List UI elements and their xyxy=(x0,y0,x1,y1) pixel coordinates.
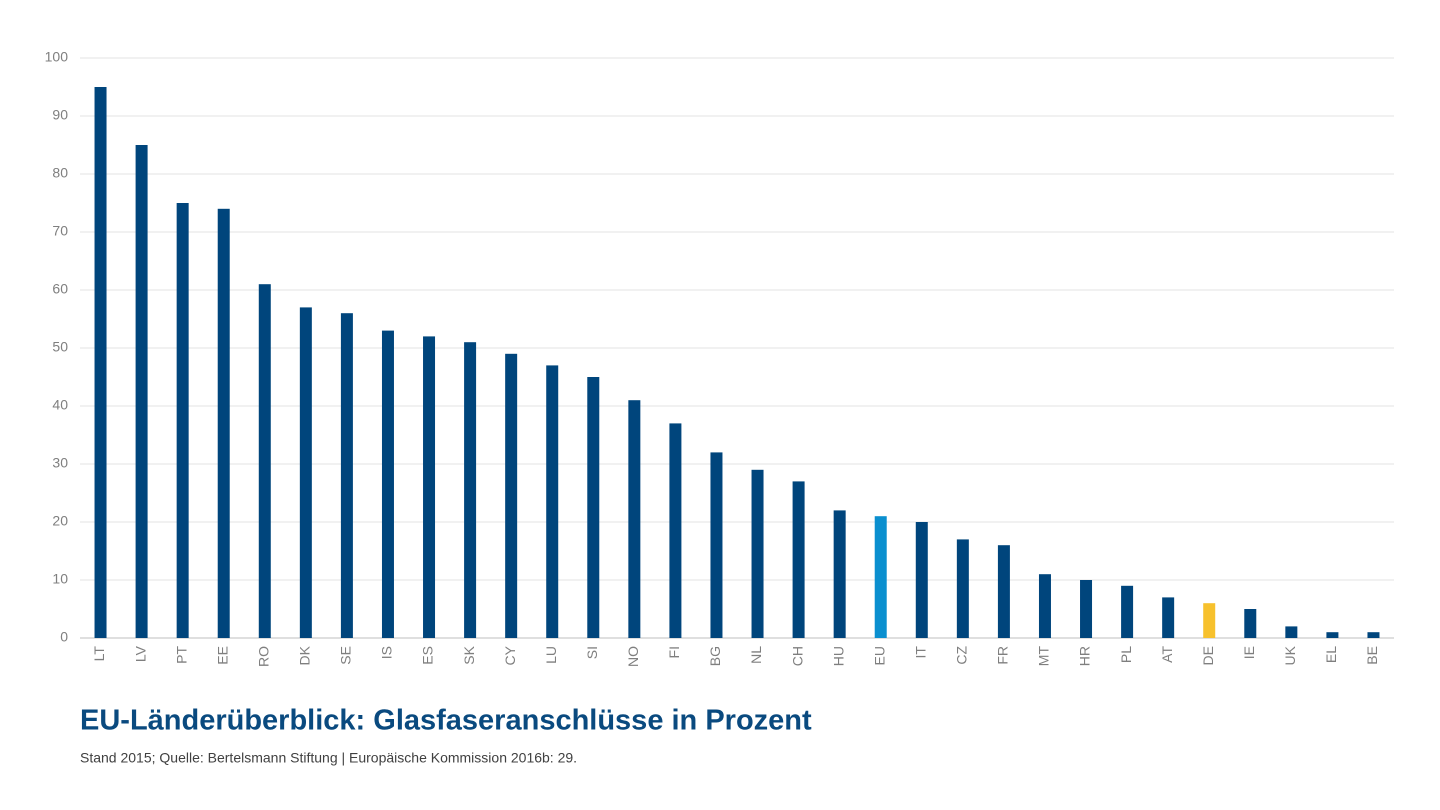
x-tick-label: PL xyxy=(1118,646,1134,663)
x-tick-label: HU xyxy=(830,646,846,666)
x-tick-label: MT xyxy=(1036,646,1052,667)
bar xyxy=(1121,585,1134,638)
bar xyxy=(710,452,723,638)
bar xyxy=(381,330,394,638)
x-tick-label: RO xyxy=(255,646,271,667)
x-tick-label: UK xyxy=(1282,645,1298,665)
bar xyxy=(956,539,969,638)
x-tick-label: EE xyxy=(214,646,230,665)
bar xyxy=(135,145,148,638)
bar xyxy=(1244,609,1257,638)
bar xyxy=(258,284,271,638)
y-tick-label: 10 xyxy=(52,571,68,587)
y-tick-label: 50 xyxy=(52,339,68,355)
y-tick-label: 0 xyxy=(60,629,68,645)
bar xyxy=(217,208,230,639)
bar xyxy=(340,313,353,638)
x-tick-label: IT xyxy=(912,646,928,659)
x-tick-label: AT xyxy=(1159,646,1175,663)
x-tick-label: CY xyxy=(502,645,518,665)
bar xyxy=(1038,574,1051,638)
x-tick-label: FR xyxy=(995,646,1011,665)
x-tick-label: LT xyxy=(91,646,107,662)
y-tick-label: 30 xyxy=(52,455,68,471)
bar xyxy=(792,481,805,638)
y-tick-label: 40 xyxy=(52,397,68,413)
bar xyxy=(997,545,1010,638)
bar xyxy=(874,516,887,638)
bar xyxy=(833,510,846,638)
y-tick-label: 90 xyxy=(52,107,68,123)
bar xyxy=(751,469,764,638)
bar xyxy=(1326,632,1339,638)
bar xyxy=(1203,603,1216,638)
x-tick-label: BG xyxy=(707,646,723,666)
x-tick-label: IS xyxy=(379,646,395,659)
bar xyxy=(94,87,107,638)
chart-title: EU-Länderüberblick: Glasfaseranschlüsse … xyxy=(80,705,812,737)
x-tick-label: HR xyxy=(1077,646,1093,666)
x-tick-label: CZ xyxy=(954,646,970,665)
y-tick-label: 60 xyxy=(52,281,68,297)
bar xyxy=(915,522,928,638)
x-tick-label: BE xyxy=(1364,646,1380,665)
y-tick-label: 70 xyxy=(52,223,68,239)
bar xyxy=(669,423,682,638)
x-tick-label: PT xyxy=(173,646,189,664)
bar xyxy=(505,353,518,638)
bar xyxy=(1285,626,1298,638)
x-tick-label: EL xyxy=(1323,646,1339,663)
bar xyxy=(176,203,189,638)
x-tick-label: DE xyxy=(1200,646,1216,665)
x-tick-label: SI xyxy=(584,646,600,659)
x-tick-label: NO xyxy=(625,646,641,667)
x-tick-label: DK xyxy=(297,645,313,665)
bar xyxy=(464,342,477,638)
x-tick-label: SK xyxy=(461,645,477,664)
x-tick-label: IE xyxy=(1241,646,1257,659)
x-tick-label: EU xyxy=(871,646,887,665)
x-tick-label: SE xyxy=(338,646,354,665)
y-tick-label: 80 xyxy=(52,165,68,181)
x-tick-label: LV xyxy=(132,645,148,662)
bar xyxy=(546,365,559,638)
bar xyxy=(1162,597,1175,638)
bar xyxy=(1080,580,1093,638)
x-tick-label: LU xyxy=(543,646,559,664)
x-tick-label: ES xyxy=(420,646,436,665)
bar xyxy=(587,377,600,638)
chart-subtitle: Stand 2015; Quelle: Bertelsmann Stiftung… xyxy=(80,750,577,766)
bar xyxy=(1367,632,1380,638)
bar xyxy=(423,336,436,638)
y-tick-label: 20 xyxy=(52,513,68,529)
x-tick-label: FI xyxy=(666,646,682,658)
bar xyxy=(299,307,312,638)
y-tick-label: 100 xyxy=(45,49,69,65)
bar xyxy=(628,400,641,638)
x-tick-label: NL xyxy=(748,646,764,664)
x-tick-label: CH xyxy=(789,646,805,666)
